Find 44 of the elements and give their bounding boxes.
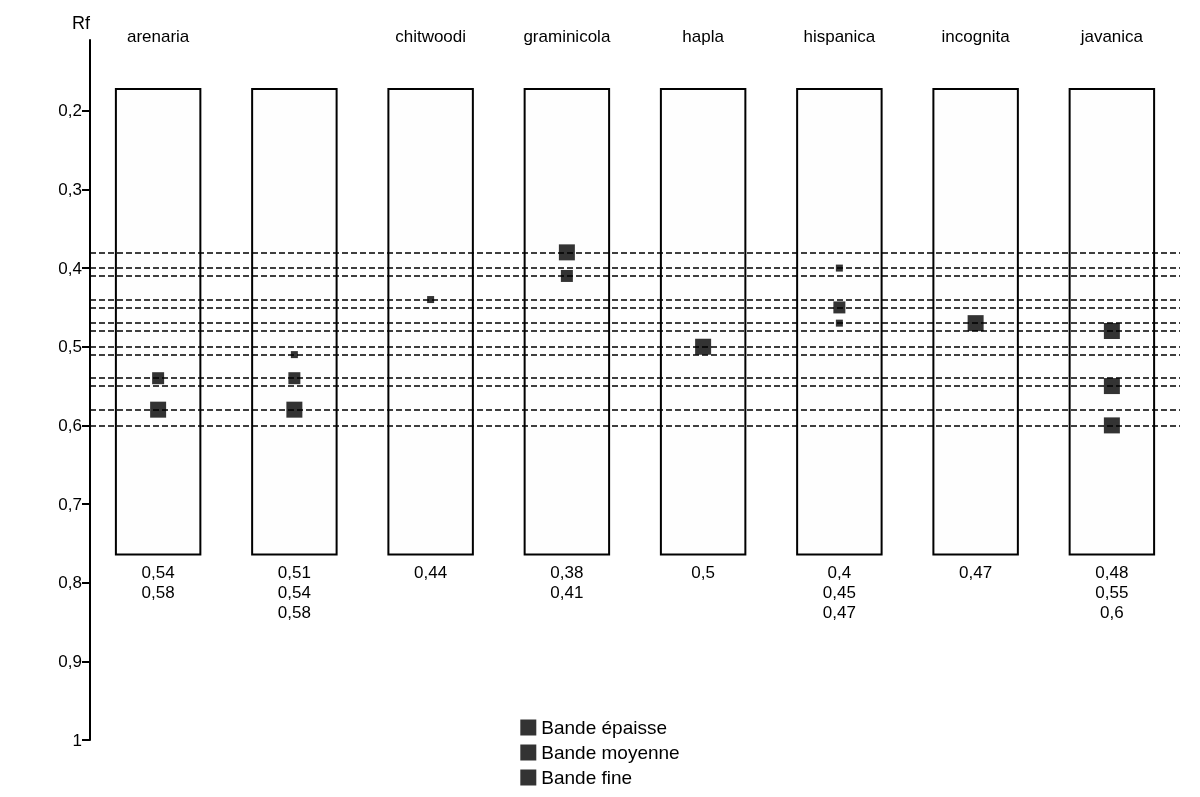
x-tick-label: arenaria [126,27,190,46]
legend-label: Bande fine [541,767,633,788]
point [152,372,165,385]
point [290,351,298,359]
point [695,338,712,355]
y-tick-label: 0,4 [58,258,82,278]
point [286,401,303,418]
point [1103,323,1120,340]
point [835,264,843,272]
y-axis-title: Rf [72,13,91,33]
annotation: 0,5 [691,563,715,582]
annotation: 0,51 0,54 0,58 [277,563,311,622]
annotation: 0,54 0,58 [141,563,175,602]
annotation: 0,44 [414,563,448,582]
y-tick-label: 0,6 [58,415,82,435]
y-tick-label: 0,3 [58,179,82,199]
y-tick-label: 1 [72,730,82,750]
point [833,301,846,314]
point [150,401,167,418]
annotation: 0,38 0,41 [550,563,584,602]
annotation: 0,47 [959,563,993,582]
legend-label: Bande épaisse [541,717,668,738]
x-tick-label: javanica [1079,27,1144,46]
point [1103,417,1120,434]
y-tick-label: 0,2 [58,101,82,121]
point [560,269,573,282]
y-tick-label: 0,9 [58,651,82,671]
point [967,315,984,332]
point [288,372,301,385]
point [835,319,843,327]
y-tick-label: 0,5 [58,337,82,357]
x-tick-label: incognita [941,27,1011,46]
annotation: 0,48 0,55 0,6 [1095,563,1129,622]
x-tick-label: hispanica [803,27,876,46]
point [427,296,435,304]
y-tick-label: 0,7 [58,494,82,514]
x-tick-label: graminicola [523,27,611,46]
y-tick-label: 0,8 [58,573,82,593]
point [1103,378,1120,395]
legend-label: Bande moyenne [541,742,680,763]
x-tick-label: hapla [682,27,725,46]
x-tick-label: chitwoodi [395,27,467,46]
annotation: 0,4 0,45 0,47 [822,563,856,622]
point [558,244,575,261]
